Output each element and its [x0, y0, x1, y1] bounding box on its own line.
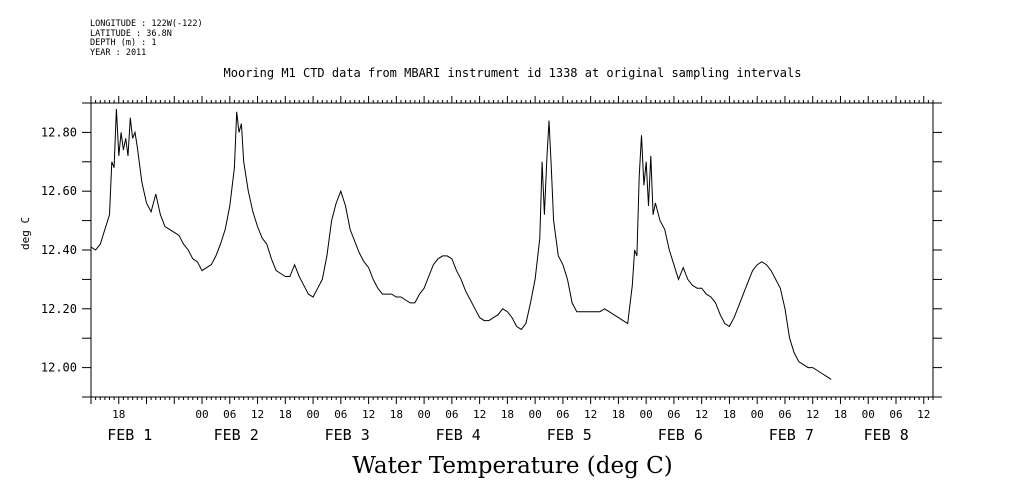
y-tick-label: 12.40 — [41, 243, 77, 257]
x-tick-label: 18 — [723, 408, 736, 421]
metadata-block: LONGITUDE : 122W(-122) LATITUDE : 36.8N … — [90, 19, 203, 58]
x-day-label: FEB 2 — [214, 426, 259, 444]
y-tick-label: 12.60 — [41, 184, 77, 198]
metadata-depth: DEPTH (m) : 1 — [90, 38, 157, 48]
x-tick-label: 06 — [556, 408, 569, 421]
x-day-label: FEB 4 — [436, 426, 481, 444]
x-tick-label: 18 — [390, 408, 403, 421]
chart-title: Mooring M1 CTD data from MBARI instrumen… — [223, 66, 802, 80]
x-tick-label: 00 — [306, 408, 319, 421]
x-tick-label: 12 — [584, 408, 597, 421]
x-tick-label: 18 — [501, 408, 514, 421]
x-tick-label: 18 — [612, 408, 625, 421]
chart-subtitle: Water Temperature (deg C) — [352, 453, 673, 479]
x-day-label: FEB 8 — [864, 426, 909, 444]
x-tick-label: 00 — [862, 408, 875, 421]
y-tick-label: 12.80 — [41, 125, 77, 139]
x-tick-label: 06 — [445, 408, 458, 421]
x-tick-label: 00 — [640, 408, 653, 421]
x-tick-label: 00 — [529, 408, 542, 421]
x-tick-label: 00 — [195, 408, 208, 421]
metadata-year: YEAR : 2011 — [90, 47, 147, 58]
plot-frame — [90, 102, 934, 398]
x-tick-label: 18 — [112, 408, 125, 421]
x-tick-label: 06 — [889, 408, 902, 421]
x-day-label: FEB 6 — [658, 426, 703, 444]
x-tick-label: 06 — [334, 408, 347, 421]
x-day-label: FEB 5 — [547, 426, 592, 444]
x-tick-label: 12 — [362, 408, 375, 421]
axis-tick-labels: 12.00 12.20 12.40 12.60 12.80 18 00 06 12 18 00 06 1… — [41, 125, 930, 444]
x-tick-label: 06 — [667, 408, 680, 421]
series-line-water-temperature — [90, 108, 832, 380]
x-day-label: FEB 3 — [325, 426, 370, 444]
x-tick-label: 06 — [778, 408, 791, 421]
x-tick-label: 12 — [251, 408, 264, 421]
x-tick-label: 18 — [834, 408, 847, 421]
x-tick-label: 18 — [279, 408, 292, 421]
axis-ticks — [82, 96, 942, 404]
y-tick-label: 12.20 — [41, 302, 77, 316]
x-tick-label: 12 — [917, 408, 930, 421]
x-tick-label: 00 — [417, 408, 430, 421]
x-day-label: FEB 7 — [769, 426, 814, 444]
y-tick-label: 12.00 — [41, 361, 77, 375]
x-tick-label: 06 — [223, 408, 236, 421]
x-tick-label: 12 — [473, 408, 486, 421]
x-tick-label: 12 — [806, 408, 819, 421]
x-tick-label: 12 — [695, 408, 708, 421]
metadata-longitude: LONGITUDE : 122W(-122) — [90, 19, 203, 29]
metadata-latitude: LATITUDE : 36.8N — [90, 28, 172, 39]
x-tick-label: 00 — [751, 408, 764, 421]
x-day-label: FEB 1 — [107, 426, 152, 444]
